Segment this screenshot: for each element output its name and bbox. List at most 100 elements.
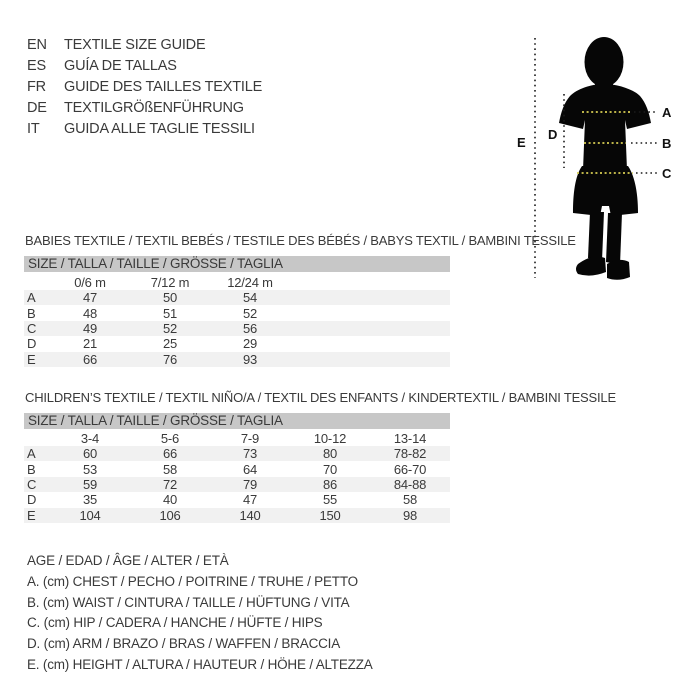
column-header: 7/12 m <box>150 274 190 290</box>
cell: 52 <box>242 305 258 321</box>
language-title: TEXTILGRÖßENFÜHRUNG <box>64 100 244 116</box>
cell: 84-88 <box>393 476 427 492</box>
cell: 58 <box>402 492 418 508</box>
cell: 59 <box>82 476 98 492</box>
row-label: B <box>27 461 36 477</box>
table-row: A 60 66 73 80 78-82 <box>24 446 450 462</box>
language-title: GUÍA DE TALLAS <box>64 58 177 74</box>
cell: 35 <box>82 492 98 508</box>
cell: 93 <box>242 351 258 367</box>
language-code: ES <box>27 58 46 74</box>
cell: 54 <box>242 290 258 306</box>
table-row: D 21 25 29 <box>24 336 450 351</box>
column-header: 13-14 <box>393 430 427 446</box>
row-label: C <box>27 320 37 336</box>
column-header: 3-4 <box>80 430 100 446</box>
table-row: B 48 51 52 <box>24 305 450 321</box>
cell: 86 <box>322 476 338 492</box>
babies-table-title: BABIES TEXTILE / TEXTIL BEBÉS / TESTILE … <box>25 233 576 248</box>
language-row-fr: FR GUIDE DES TAILLES TEXTILE <box>27 77 262 98</box>
column-header: 0/6 m <box>74 274 106 290</box>
legend-line-hip: C. (cm) HIP / CADERA / HANCHE / HÜFTE / … <box>27 615 323 631</box>
cell: 53 <box>82 461 98 477</box>
cell: 40 <box>162 492 178 508</box>
table-row: E 104 106 140 150 98 <box>24 507 450 523</box>
cell: 56 <box>242 320 258 336</box>
measure-label-b: B <box>662 136 671 151</box>
language-code: FR <box>27 79 46 95</box>
legend-line-age: AGE / EDAD / ÂGE / ALTER / ETÀ <box>27 553 229 568</box>
language-title: GUIDA ALLE TAGLIE TESSILI <box>64 121 255 137</box>
measure-label-c: C <box>662 166 672 181</box>
table-row: E 66 76 93 <box>24 351 450 367</box>
column-header: 7-9 <box>240 430 260 446</box>
children-size-header-bar: SIZE / TALLA / TAILLE / GRÖSSE / TAGLIA <box>24 413 450 429</box>
cell: 66 <box>162 446 178 462</box>
child-silhouette-icon <box>559 37 651 280</box>
cell: 21 <box>82 336 98 352</box>
cell: 80 <box>322 446 338 462</box>
language-title: TEXTILE SIZE GUIDE <box>64 37 206 53</box>
cell: 72 <box>162 476 178 492</box>
language-code: IT <box>27 121 40 137</box>
babies-size-header-bar: SIZE / TALLA / TAILLE / GRÖSSE / TAGLIA <box>24 256 450 272</box>
row-label: A <box>27 446 36 462</box>
table-row: C 49 52 56 <box>24 320 450 337</box>
row-label: D <box>27 492 37 508</box>
legend-line-height: E. (cm) HEIGHT / ALTURA / HAUTEUR / HÖHE… <box>27 656 373 672</box>
language-list: EN TEXTILE SIZE GUIDE ES GUÍA DE TALLAS … <box>27 35 262 140</box>
language-row-it: IT GUIDA ALLE TAGLIE TESSILI <box>27 119 262 140</box>
table-row: D 35 40 47 55 58 <box>24 492 450 507</box>
measure-label-a: A <box>662 105 672 120</box>
cell: 150 <box>319 507 341 523</box>
cell: 29 <box>242 336 258 352</box>
cell: 50 <box>162 290 178 306</box>
column-header: 5-6 <box>160 430 180 446</box>
row-label: B <box>27 305 36 321</box>
table-row: B 53 58 64 70 66-70 <box>24 461 450 477</box>
babies-table: 0/6 m 7/12 m 12/24 m A 47 50 54 B 48 51 … <box>24 274 450 367</box>
cell: 52 <box>162 320 178 336</box>
measure-label-e: E <box>517 135 526 150</box>
column-header: 10-12 <box>313 430 347 446</box>
legend-line-arm: D. (cm) ARM / BRAZO / BRAS / WAFFEN / BR… <box>27 636 341 652</box>
cell: 49 <box>82 320 98 336</box>
row-label: E <box>27 507 36 523</box>
cell: 48 <box>82 305 98 321</box>
children-column-header-row: 3-4 5-6 7-9 10-12 13-14 <box>24 430 450 446</box>
measurement-legend: AGE / EDAD / ÂGE / ALTER / ETÀ A. (cm) C… <box>27 551 373 676</box>
cell: 47 <box>82 290 98 306</box>
language-row-de: DE TEXTILGRÖßENFÜHRUNG <box>27 98 262 119</box>
cell: 60 <box>82 446 98 462</box>
children-table-title: CHILDREN’S TEXTILE / TEXTIL NIÑO/A / TEX… <box>25 390 616 405</box>
child-silhouette-diagram: E D A B C <box>517 37 672 280</box>
cell: 73 <box>242 446 258 462</box>
cell: 104 <box>79 507 101 523</box>
cell: 66 <box>82 351 98 367</box>
language-title: GUIDE DES TAILLES TEXTILE <box>64 79 263 95</box>
measure-label-d: D <box>548 127 557 142</box>
cell: 76 <box>162 351 178 367</box>
language-row-es: ES GUÍA DE TALLAS <box>27 56 262 77</box>
row-label: D <box>27 336 37 352</box>
row-label: A <box>27 290 36 306</box>
cell: 78-82 <box>393 446 427 462</box>
cell: 47 <box>242 492 258 508</box>
cell: 25 <box>162 336 178 352</box>
table-row: C 59 72 79 86 84-88 <box>24 476 450 493</box>
legend-line-chest: A. (cm) CHEST / PECHO / POITRINE / TRUHE… <box>27 573 358 589</box>
cell: 64 <box>242 461 258 477</box>
table-row: A 47 50 54 <box>24 290 450 306</box>
cell: 70 <box>322 461 338 477</box>
cell: 51 <box>162 305 178 321</box>
babies-column-header-row: 0/6 m 7/12 m 12/24 m <box>24 274 450 290</box>
row-label: C <box>27 476 37 492</box>
language-code: EN <box>27 37 47 53</box>
cell: 55 <box>322 492 338 508</box>
language-row-en: EN TEXTILE SIZE GUIDE <box>27 35 262 56</box>
measurement-figure: E D A B C <box>505 28 700 290</box>
cell: 98 <box>402 507 418 523</box>
children-table: 3-4 5-6 7-9 10-12 13-14 A 60 66 73 80 78… <box>24 430 450 523</box>
cell: 106 <box>159 507 181 523</box>
